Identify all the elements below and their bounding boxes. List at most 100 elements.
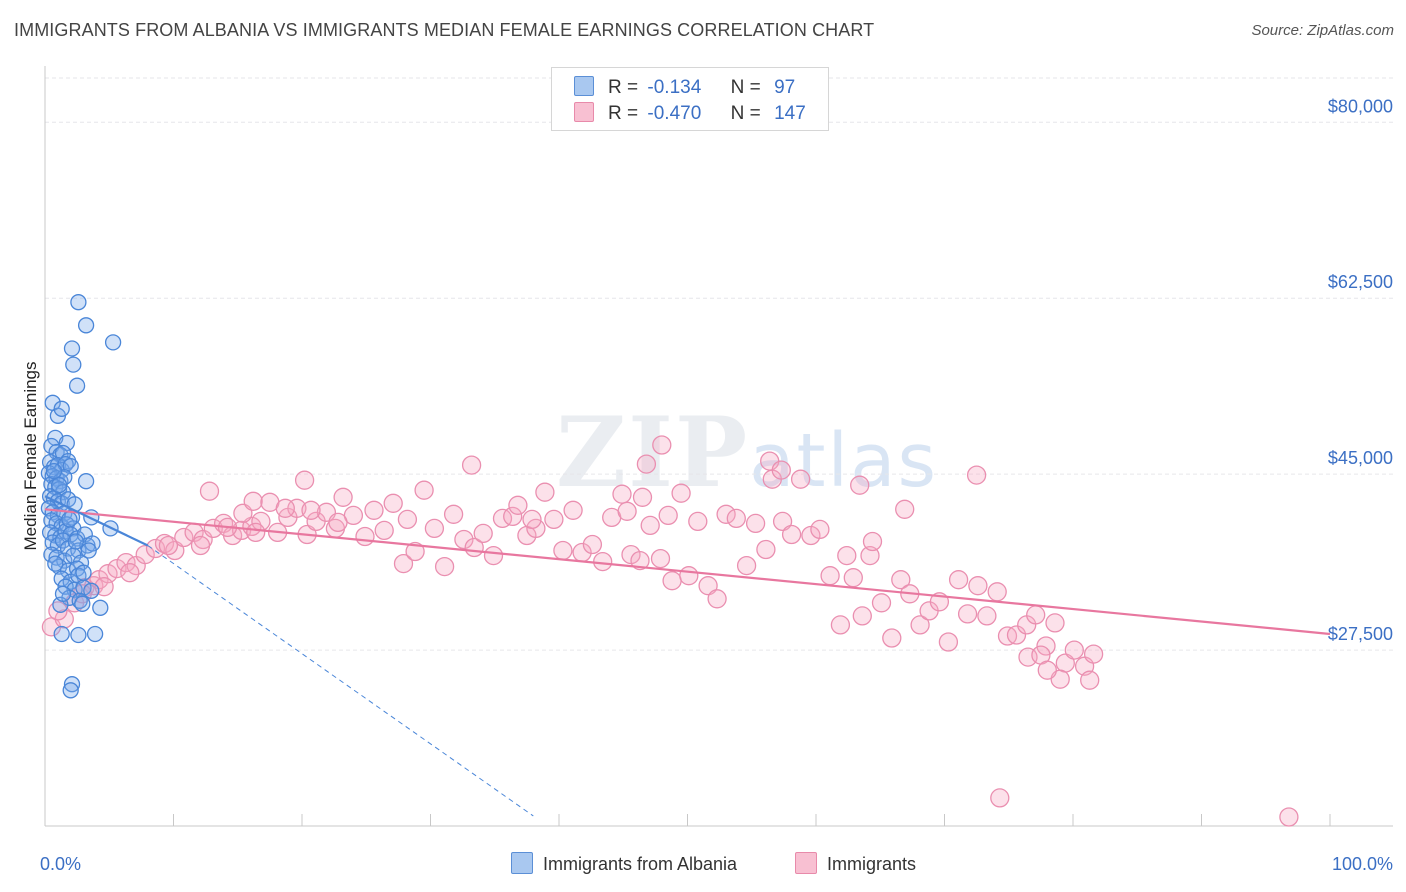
axes [44, 66, 1393, 827]
y-tick-label: $62,500 [1328, 272, 1393, 292]
albania-point [45, 462, 63, 480]
immigrants-point [483, 545, 504, 566]
albania-point [74, 595, 91, 612]
immigrants-point [910, 615, 930, 635]
bottom-legend-immigrants: Immigrants [795, 852, 916, 875]
albania-point [63, 340, 81, 357]
immigrants-point [810, 519, 830, 540]
albania-point [71, 592, 88, 609]
immigrants-trend-line [44, 508, 1331, 636]
legend-row-albania: R = -0.134 N = 97 [574, 76, 795, 100]
immigrants-point [203, 518, 223, 539]
immigrants-point [716, 504, 736, 524]
gridlines [45, 77, 1393, 651]
immigrants-point [938, 632, 959, 652]
albania-point [104, 334, 122, 351]
watermark: ZIPatlas [556, 396, 938, 509]
immigrants-point [328, 512, 348, 533]
immigrants-point [688, 511, 708, 532]
immigrants-point [294, 470, 315, 490]
immigrants-point [301, 500, 321, 520]
albania-point [53, 400, 70, 417]
legend-r-value: -0.134 [647, 77, 702, 98]
immigrants-point [333, 487, 353, 507]
bottom-legend-swatch-immigrants [795, 852, 817, 874]
legend-swatch-immigrants [574, 102, 594, 122]
immigrants-point [632, 487, 653, 507]
immigrants-point [771, 460, 791, 480]
immigrants-point [850, 475, 870, 495]
immigrants-point [553, 540, 573, 561]
immigrants-point [671, 483, 691, 503]
immigrants-point [374, 520, 394, 541]
immigrants-point [383, 493, 403, 513]
immigrants-point [443, 504, 464, 524]
immigrants-point [1064, 640, 1084, 660]
immigrants-point [1045, 613, 1065, 633]
data-points [40, 294, 1299, 827]
immigrants-point [355, 526, 375, 547]
source-credit: Source: ZipAtlas.com [1251, 22, 1394, 39]
immigrants-point [650, 548, 671, 569]
immigrants-point [756, 539, 776, 560]
immigrants-point [94, 577, 114, 597]
immigrants-point [726, 508, 746, 529]
bottom-legend-label-immigrants: Immigrants [827, 854, 917, 874]
immigrants-point [837, 545, 857, 566]
albania-point [62, 682, 79, 699]
legend-r-value: -0.470 [647, 103, 702, 124]
tick-labels: $27,500 $45,000 $62,500 $80,000 0.0% 100.0% [40, 96, 1393, 874]
watermark-zip: ZIP [556, 396, 750, 509]
immigrants-point [860, 545, 880, 566]
immigrants-point [772, 511, 793, 532]
legend-row-immigrants: R = -0.470 N = 147 [574, 102, 806, 126]
immigrants-point [414, 480, 434, 500]
immigrants-point [698, 576, 718, 596]
chart-title: IMMIGRANTS FROM ALBANIA VS IMMIGRANTS ME… [14, 20, 875, 40]
immigrants-point [397, 509, 418, 530]
legend-n-label: N = [730, 103, 761, 124]
immigrants-point [882, 628, 902, 648]
albania-point [70, 294, 87, 311]
immigrants-point [652, 435, 672, 455]
bottom-legend-albania: Immigrants from Albania [511, 852, 737, 875]
immigrants-point [745, 513, 766, 534]
immigrants-point [535, 482, 555, 502]
y-tick-label: $27,500 [1328, 624, 1393, 644]
immigrants-point [1083, 644, 1104, 664]
legend-n-value: 97 [774, 77, 796, 98]
immigrants-point [781, 524, 802, 545]
albania-point [75, 564, 92, 581]
immigrants-point [1006, 625, 1027, 645]
immigrants-point [617, 501, 637, 521]
albania-point [80, 542, 97, 559]
immigrants-point [158, 535, 179, 556]
immigrants-point [948, 570, 969, 590]
immigrants-point [1037, 660, 1057, 680]
immigrants-point [231, 520, 252, 541]
immigrants-point [120, 563, 140, 583]
immigrants-point [862, 531, 883, 552]
legend-n-value: 147 [774, 103, 806, 124]
immigrants-point [636, 454, 657, 474]
legend-swatch-albania [574, 76, 594, 96]
immigrants-point [174, 527, 194, 548]
albania-point [77, 317, 95, 334]
immigrants-point [871, 593, 892, 613]
immigrants-point [454, 529, 474, 550]
legend-n-label: N = [730, 77, 761, 98]
legend-r-label: R = [608, 103, 639, 124]
immigrants-point [434, 556, 455, 577]
immigrants-point [522, 509, 542, 530]
immigrants-point [990, 788, 1010, 808]
immigrants-point [190, 535, 211, 556]
immigrants-point [966, 465, 987, 485]
immigrants-point [790, 469, 811, 489]
immigrants-point [1026, 605, 1046, 625]
immigrants-point [736, 555, 757, 576]
immigrants-point [891, 570, 911, 590]
albania-point [65, 356, 82, 373]
immigrants-point [1279, 807, 1299, 827]
y-tick-label: $45,000 [1328, 448, 1393, 468]
x-tick-label-max: 100.0% [1332, 854, 1393, 874]
